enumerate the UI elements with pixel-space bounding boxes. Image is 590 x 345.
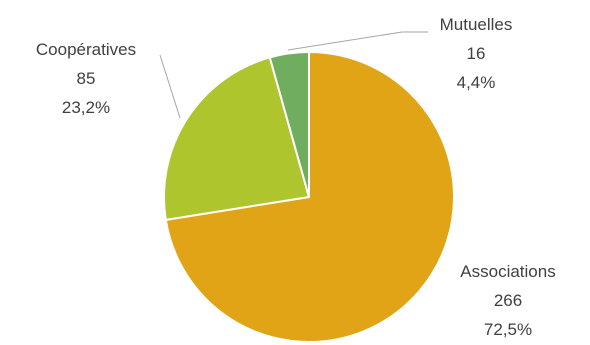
slice-value-associations: 266 xyxy=(494,291,522,310)
leader-line-mutuelles xyxy=(287,31,428,51)
data-label-associations: Associations 266 72,5% xyxy=(460,262,555,339)
slice-value-cooperatives: 85 xyxy=(77,69,96,88)
slice-percent-associations: 72,5% xyxy=(484,320,532,339)
slice-name-associations: Associations xyxy=(460,262,555,281)
pie-slice-cooperatives xyxy=(163,56,310,221)
slice-name-cooperatives: Coopératives xyxy=(36,40,136,59)
data-label-mutuelles: Mutuelles 16 4,4% xyxy=(440,15,513,92)
pie-slice-mutuelles xyxy=(268,51,310,198)
slice-percent-cooperatives: 23,2% xyxy=(62,98,110,117)
slice-value-mutuelles: 16 xyxy=(467,44,486,63)
slice-percent-mutuelles: 4,4% xyxy=(457,73,496,92)
pie-slices xyxy=(163,51,455,343)
leader-line-cooperatives xyxy=(159,54,181,119)
slice-name-mutuelles: Mutuelles xyxy=(440,15,513,34)
data-label-cooperatives: Coopératives 85 23,2% xyxy=(36,40,136,117)
